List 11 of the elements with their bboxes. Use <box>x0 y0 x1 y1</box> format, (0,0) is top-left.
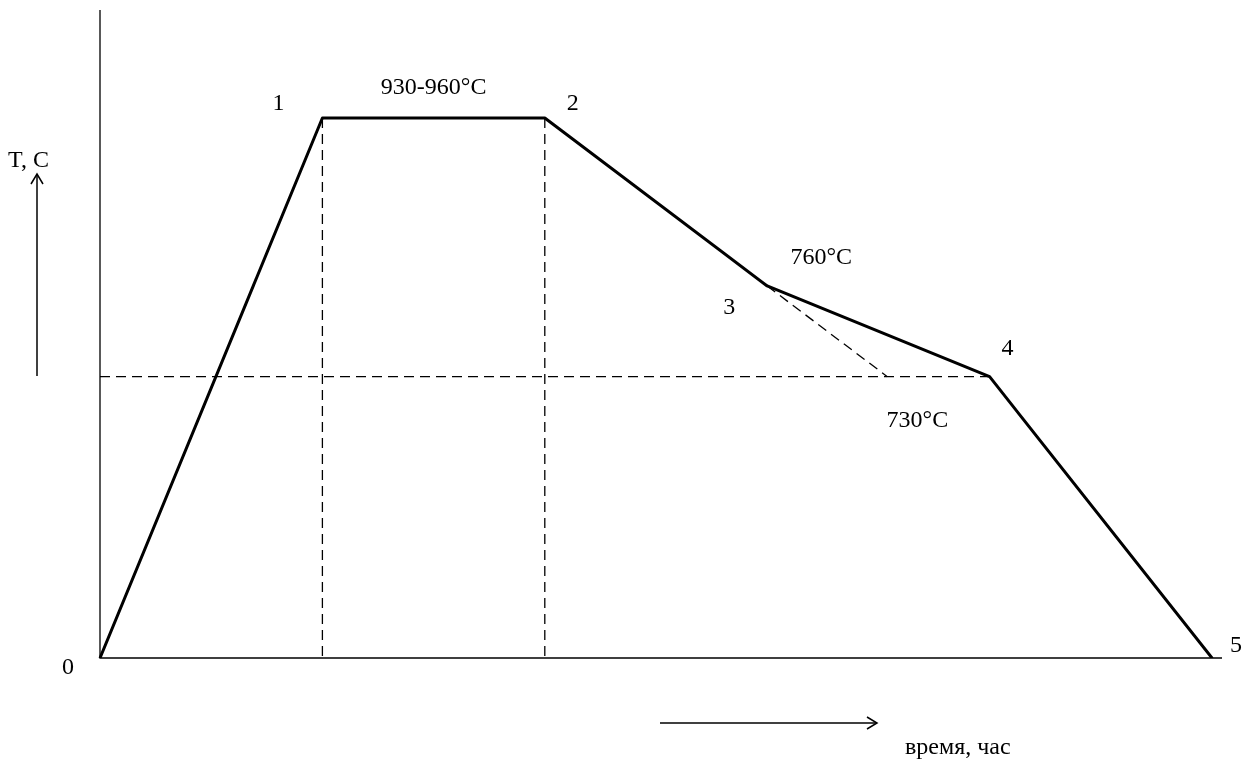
text: 930-960°C <box>380 73 487 100</box>
y-axis-title: T, C <box>8 146 49 173</box>
annotation: 3 <box>723 293 736 320</box>
annotation: 760°C <box>790 243 852 270</box>
text: 0 <box>62 653 74 680</box>
annotation: 4 <box>1001 333 1014 360</box>
ref-line-label: 730°C <box>886 405 949 432</box>
text: 5 <box>1230 631 1242 658</box>
x-axis-title: время, час <box>905 733 1011 760</box>
text: 2 <box>566 89 579 116</box>
text: 1 <box>272 89 285 116</box>
